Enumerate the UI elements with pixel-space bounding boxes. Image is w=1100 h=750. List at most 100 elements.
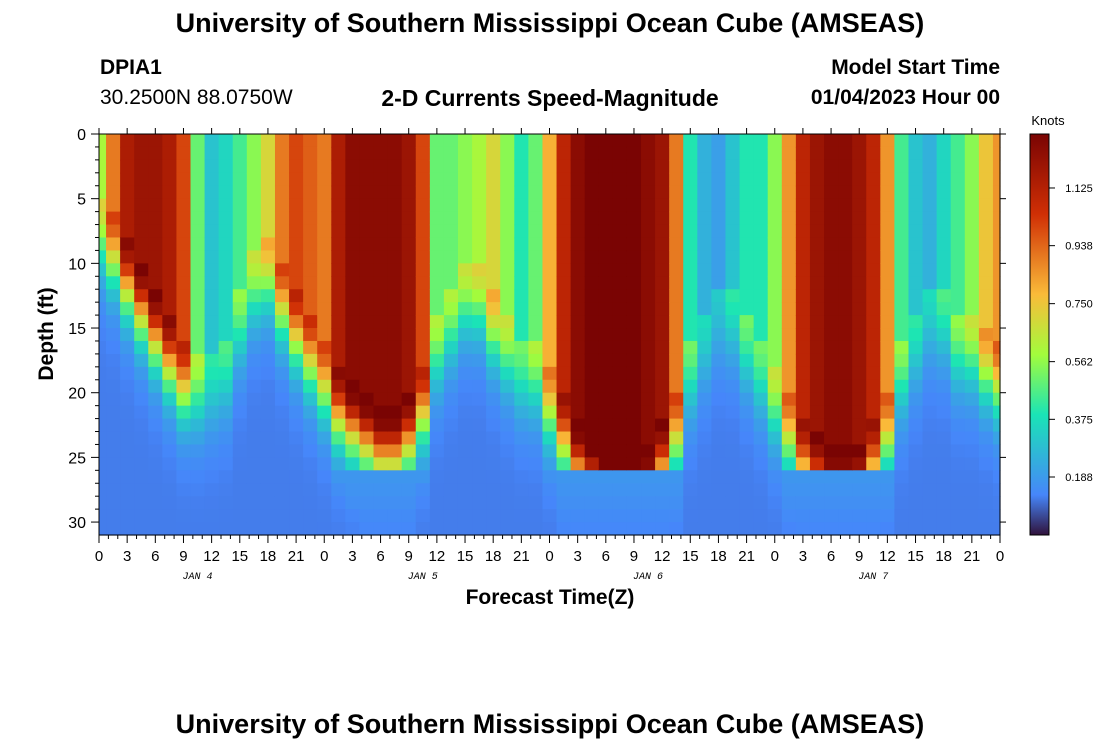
heatmap-cell	[598, 302, 614, 316]
heatmap-cell	[809, 457, 825, 471]
heatmap-cell	[359, 431, 375, 446]
heatmap-cell	[697, 457, 712, 471]
heatmap-cell	[260, 185, 276, 200]
heatmap-cell	[387, 328, 403, 342]
heatmap-cell	[992, 289, 1001, 303]
heatmap-cell	[148, 172, 163, 187]
heatmap-cell	[795, 340, 811, 355]
heatmap-cell	[683, 211, 698, 226]
heatmap-cell	[908, 263, 924, 277]
heatmap-cell	[612, 172, 628, 187]
heatmap-cell	[190, 379, 206, 394]
heatmap-cell	[908, 392, 924, 407]
heatmap-cell	[176, 418, 192, 433]
heatmap-cell	[176, 353, 192, 368]
heatmap-cell	[753, 457, 769, 471]
heatmap-cell	[457, 470, 473, 484]
heatmap-cell	[260, 250, 276, 264]
heatmap-cell	[472, 276, 487, 290]
heatmap-cell	[964, 483, 980, 497]
heatmap-cell	[936, 509, 952, 523]
heatmap-cell	[894, 172, 910, 187]
heatmap-cell	[880, 470, 896, 484]
heatmap-cell	[148, 328, 163, 342]
heatmap-cell	[809, 198, 825, 213]
heatmap-cell	[824, 379, 839, 394]
heatmap-cell	[753, 366, 769, 381]
heatmap-cell	[148, 379, 163, 394]
heatmap-cell	[922, 496, 938, 510]
heatmap-cell	[345, 302, 361, 316]
heatmap-cell	[429, 418, 445, 433]
heatmap-cell	[570, 134, 586, 148]
heatmap-cell	[443, 444, 459, 458]
heatmap-cell	[99, 302, 107, 316]
heatmap-cell	[148, 250, 163, 264]
heatmap-cell	[753, 198, 769, 213]
heatmap-cell	[584, 328, 600, 342]
heatmap-cell	[753, 392, 769, 407]
heatmap-cell	[120, 418, 135, 433]
heatmap-cell	[528, 315, 544, 329]
heatmap-cell	[331, 159, 346, 174]
heatmap-cell	[373, 211, 389, 226]
heatmap-cell	[683, 263, 698, 277]
heatmap-cell	[457, 159, 473, 174]
heatmap-cell	[809, 340, 825, 355]
heatmap-cell	[683, 392, 698, 407]
heatmap-cell	[331, 211, 346, 226]
heatmap-cell	[528, 237, 544, 252]
heatmap-cell	[542, 522, 558, 536]
heatmap-cell	[317, 302, 332, 316]
heatmap-cell	[415, 172, 431, 187]
heatmap-cell	[612, 522, 628, 536]
heatmap-cell	[373, 431, 389, 446]
heatmap-cell	[472, 224, 487, 239]
heatmap-cell	[655, 302, 670, 316]
heatmap-cell	[204, 522, 220, 536]
heatmap-cell	[711, 366, 727, 381]
heatmap-cell	[795, 366, 811, 381]
heatmap-cell	[204, 328, 220, 342]
heatmap-cell	[457, 250, 473, 264]
heatmap-cell	[795, 211, 811, 226]
heatmap-cell	[246, 185, 262, 200]
heatmap-cell	[303, 263, 318, 277]
heatmap-cell	[317, 496, 332, 510]
heatmap-cell	[289, 159, 304, 174]
heatmap-cell	[739, 509, 755, 523]
heatmap-cell	[838, 509, 853, 523]
heatmap-cell	[838, 522, 853, 536]
heatmap-cell	[683, 134, 698, 148]
heatmap-cell	[176, 224, 192, 239]
heatmap-cell	[697, 315, 712, 329]
heatmap-cell	[922, 172, 938, 187]
heatmap-cell	[500, 470, 515, 484]
heatmap-cell	[880, 392, 896, 407]
heatmap-cell	[781, 366, 797, 381]
heatmap-cell	[824, 392, 839, 407]
heatmap-cell	[584, 470, 600, 484]
heatmap-cell	[753, 134, 769, 148]
heatmap-cell	[894, 263, 910, 277]
heatmap-cell	[106, 263, 121, 277]
heatmap-cell	[457, 496, 473, 510]
heatmap-cell	[331, 185, 346, 200]
heatmap-cell	[429, 250, 445, 264]
heatmap-cell	[176, 198, 192, 213]
heatmap-cell	[725, 263, 741, 277]
heatmap-cell	[725, 315, 741, 329]
heatmap-cell	[162, 302, 178, 316]
heatmap-cell	[950, 509, 966, 523]
heatmap-cell	[542, 509, 558, 523]
heatmap-cell	[739, 159, 755, 174]
heatmap-cell	[697, 146, 712, 161]
heatmap-cell	[317, 522, 332, 536]
heatmap-cell	[120, 353, 135, 368]
heatmap-cell	[190, 198, 206, 213]
heatmap-cell	[570, 211, 586, 226]
heatmap-cell	[176, 340, 192, 355]
heatmap-cell	[598, 444, 614, 458]
heatmap-cell	[584, 366, 600, 381]
heatmap-cell	[781, 134, 797, 148]
